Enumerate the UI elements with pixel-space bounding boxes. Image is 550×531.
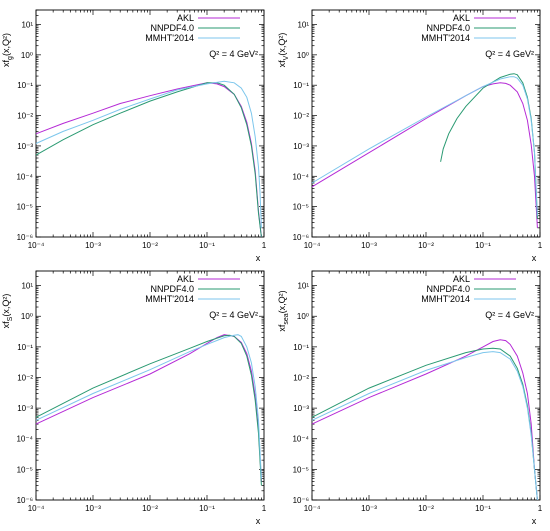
x-tick-label: 10⁻⁴ bbox=[304, 504, 321, 513]
x-tick-label: 10⁻⁴ bbox=[304, 241, 321, 250]
x-tick-label: 10⁻² bbox=[142, 241, 158, 250]
legend-label: AKL bbox=[453, 13, 470, 23]
x-tick-label: 10⁻¹ bbox=[199, 241, 215, 250]
y-tick-label: 10⁻⁵ bbox=[293, 203, 309, 212]
series-line-nnpdf4-0 bbox=[35, 334, 262, 486]
legend-label: MMHT'2014 bbox=[421, 294, 470, 304]
y-tick-label: 10⁻² bbox=[17, 112, 33, 121]
x-tick-label: 10⁻³ bbox=[361, 504, 377, 513]
x-tick-label: 10⁻² bbox=[418, 504, 434, 513]
y-tick-label: 10⁻¹ bbox=[293, 343, 309, 352]
y-tick-label: 10⁻⁶ bbox=[293, 496, 309, 505]
y-axis-label: xfsea(x,Q²) bbox=[277, 290, 290, 331]
legend-label: AKL bbox=[177, 274, 194, 284]
y-tick-label: 10⁻⁶ bbox=[293, 233, 309, 242]
y-tick-label: 10⁻² bbox=[293, 373, 309, 382]
x-tick-label: 10⁻² bbox=[142, 504, 158, 513]
y-tick-label: 10¹ bbox=[21, 282, 33, 291]
y-tick-label: 10⁰ bbox=[21, 51, 33, 60]
y-tick-label: 10⁻⁶ bbox=[17, 496, 33, 505]
series-line-mmht-2014 bbox=[35, 334, 262, 479]
q2-annotation: Q² = 4 GeV² bbox=[485, 310, 534, 320]
series-line-akl bbox=[311, 82, 538, 228]
x-tick-label: 10⁻² bbox=[418, 241, 434, 250]
plot-frame bbox=[35, 270, 265, 501]
y-tick-label: 10⁻¹ bbox=[293, 81, 309, 90]
series-line-akl bbox=[311, 339, 538, 501]
y-tick-label: 10⁻⁴ bbox=[16, 172, 33, 181]
plot-frame bbox=[311, 9, 541, 238]
y-tick-label: 10⁻³ bbox=[293, 404, 309, 413]
y-tick-label: 10⁻³ bbox=[17, 404, 33, 413]
series-line-akl bbox=[35, 82, 262, 238]
legend-label: AKL bbox=[177, 13, 194, 23]
y-tick-label: 10⁻⁵ bbox=[17, 203, 33, 212]
y-tick-label: 10¹ bbox=[297, 282, 309, 291]
y-tick-label: 10⁻¹ bbox=[17, 343, 33, 352]
panel-3: 10⁻⁴ 10⁻³ 10⁻² 10⁻¹ 110¹10⁰10⁻¹10⁻²10⁻³10⁻⁴1… bbox=[1, 270, 267, 526]
y-tick-label: 10⁻⁴ bbox=[292, 435, 309, 444]
x-tick-label: 1 bbox=[262, 241, 267, 250]
y-tick-label: 10⁻⁴ bbox=[16, 435, 33, 444]
x-axis-label: x bbox=[532, 516, 537, 526]
y-tick-label: 10⁻⁵ bbox=[17, 465, 33, 474]
x-tick-label: 10⁻⁴ bbox=[28, 241, 45, 250]
plot-frame bbox=[35, 9, 265, 238]
legend-label: MMHT'2014 bbox=[421, 33, 470, 43]
panel-4: 10⁻⁴ 10⁻³ 10⁻² 10⁻¹ 110¹10⁰10⁻¹10⁻²10⁻³10⁻⁴1… bbox=[277, 270, 543, 526]
legend-label: NNPDF4.0 bbox=[426, 23, 470, 33]
series-line-mmht-2014 bbox=[311, 351, 538, 501]
x-axis-label: x bbox=[532, 253, 537, 263]
x-tick-label: 1 bbox=[538, 241, 543, 250]
x-tick-label: 10⁻³ bbox=[85, 504, 101, 513]
y-axis-label: xfg(x,Q²) bbox=[1, 33, 14, 67]
y-tick-label: 10⁻² bbox=[17, 373, 33, 382]
x-axis-label: x bbox=[256, 253, 261, 263]
y-tick-label: 10⁻² bbox=[293, 112, 309, 121]
panel-2: 10⁻⁴ 10⁻³ 10⁻² 10⁻¹ 110¹10⁰10⁻¹10⁻²10⁻³10⁻⁴1… bbox=[277, 9, 543, 263]
legend-label: NNPDF4.0 bbox=[150, 23, 194, 33]
y-tick-label: 10⁻³ bbox=[17, 142, 33, 151]
x-tick-label: 10⁻¹ bbox=[199, 504, 215, 513]
x-tick-label: 10⁻⁴ bbox=[28, 504, 45, 513]
y-axis-label: xfS(x,Q²) bbox=[1, 294, 14, 329]
q2-annotation: Q² = 4 GeV² bbox=[485, 49, 534, 59]
legend-label: NNPDF4.0 bbox=[426, 284, 470, 294]
x-tick-label: 1 bbox=[538, 504, 543, 513]
panel-1: 10⁻⁴ 10⁻³ 10⁻² 10⁻¹ 110¹10⁰10⁻¹10⁻²10⁻³10⁻⁴1… bbox=[1, 9, 267, 263]
y-tick-label: 10⁻⁵ bbox=[293, 465, 309, 474]
q2-annotation: Q² = 4 GeV² bbox=[209, 49, 258, 59]
y-tick-label: 10¹ bbox=[297, 20, 309, 29]
y-tick-label: 10⁻⁴ bbox=[292, 172, 309, 181]
series-line-mmht-2014 bbox=[35, 80, 262, 228]
x-tick-label: 1 bbox=[262, 504, 267, 513]
x-tick-label: 10⁻¹ bbox=[475, 504, 491, 513]
y-tick-label: 10⁰ bbox=[21, 312, 33, 321]
y-tick-label: 10¹ bbox=[21, 20, 33, 29]
series-line-akl bbox=[35, 334, 262, 482]
plot-frame bbox=[311, 270, 541, 501]
x-axis-label: x bbox=[256, 516, 261, 526]
legend-label: MMHT'2014 bbox=[145, 33, 194, 43]
series-line-nnpdf4-0 bbox=[35, 82, 262, 238]
x-tick-label: 10⁻³ bbox=[361, 241, 377, 250]
y-tick-label: 10⁻¹ bbox=[17, 81, 33, 90]
q2-annotation: Q² = 4 GeV² bbox=[209, 310, 258, 320]
y-tick-label: 10⁻⁶ bbox=[17, 233, 33, 242]
y-tick-label: 10⁰ bbox=[297, 312, 309, 321]
legend-label: AKL bbox=[453, 274, 470, 284]
x-tick-label: 10⁻¹ bbox=[475, 241, 491, 250]
legend-label: NNPDF4.0 bbox=[150, 284, 194, 294]
legend-label: MMHT'2014 bbox=[145, 294, 194, 304]
x-tick-label: 10⁻³ bbox=[85, 241, 101, 250]
series-line-nnpdf4-0 bbox=[440, 73, 538, 219]
series-line-mmht-2014 bbox=[311, 76, 538, 216]
y-tick-label: 10⁰ bbox=[297, 51, 309, 60]
y-tick-label: 10⁻³ bbox=[293, 142, 309, 151]
y-axis-label: xfV(x,Q²) bbox=[277, 33, 290, 68]
